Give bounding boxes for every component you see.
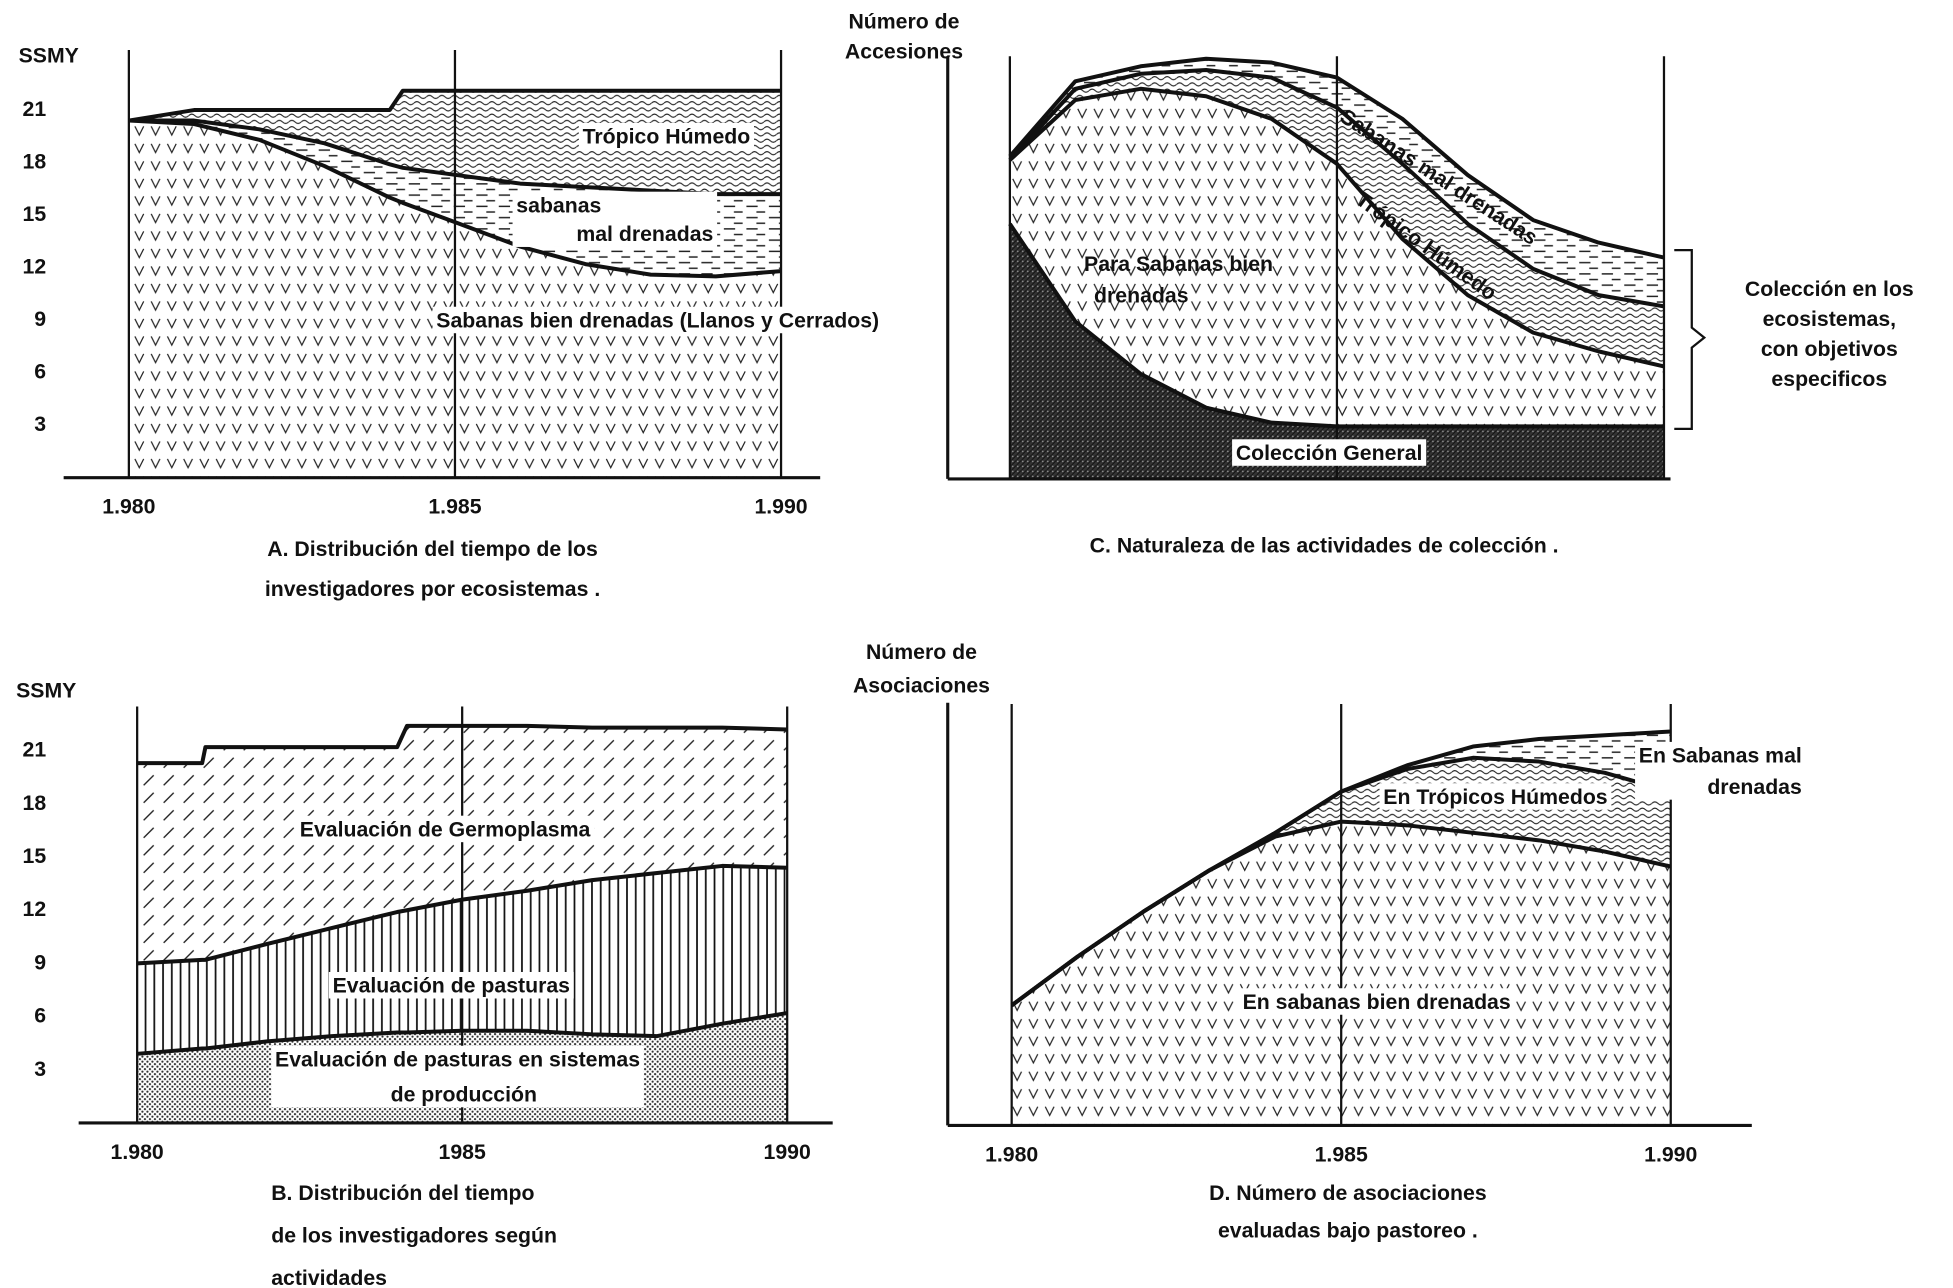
area [1009,223,1664,479]
x-tick-label: 1.980 [102,494,155,518]
series-boundary [1008,86,1665,369]
x-tick-label: 1.990 [754,494,807,518]
y-tick-label: 3 [34,412,46,436]
label-background [578,122,755,150]
label-background [1238,988,1515,1015]
series-label: En sabanas bien drenadas [1243,989,1511,1013]
label-background [1379,783,1612,810]
area [1011,757,1671,1006]
label-background [1635,741,1806,800]
y-tick-label: 15 [22,844,46,868]
y-tick-label: 15 [22,202,46,226]
series-label: Colección General [1236,441,1423,465]
y-tick-label: 21 [22,737,46,761]
y-tick-label: 18 [22,791,46,815]
series-boundary [136,1011,788,1056]
series-boundary [1008,56,1665,260]
y-axis-label: Número de Asociaciones [853,639,990,697]
y-tick-label: 9 [34,307,46,331]
chart-caption: A. Distribución del tiempo de los investi… [265,537,600,601]
label-background [432,306,883,334]
x-tick-label: 1.985 [1315,1142,1368,1166]
x-tick-label: 1.990 [1644,1142,1697,1166]
chart-caption: D. Número de asociaciones evaluadas bajo … [1209,1181,1487,1243]
series-boundary [128,88,782,123]
label-background [271,1045,644,1108]
annotation: Colección en los ecosistemas, con objetivo… [1745,277,1914,391]
series-label: En Trópicos Húmedos [1383,784,1607,808]
y-tick-label: 12 [22,254,46,278]
x-tick-label: 1.980 [985,1142,1038,1166]
y-axis-label: Número de Accesiones [845,9,963,63]
x-tick-label: 1990 [764,1140,811,1164]
y-axis-label: SSMY [16,678,76,702]
x-tick-label: 1985 [439,1140,486,1164]
series-boundary [128,118,782,279]
label-background [1232,439,1427,466]
label-background [328,971,574,999]
chart-caption: C. Naturaleza de las actividades de cole… [1090,533,1559,557]
y-tick-label: 18 [22,149,46,173]
series-label: Evaluación de Germoplasma [300,817,591,841]
y-tick-label: 6 [34,359,46,383]
x-tick-label: 1.985 [428,494,481,518]
y-tick-label: 3 [34,1056,46,1080]
series-boundary [128,118,782,197]
series-label: Evaluación de pasturas [333,973,570,997]
bracket [1674,248,1707,431]
y-tick-label: 9 [34,950,46,974]
label-background [512,191,718,247]
y-tick-label: 21 [22,97,46,121]
series-boundary [1010,729,1671,1007]
series-label: Para Sabanas bien drenadas [1084,252,1273,307]
series-boundary [1008,222,1664,429]
series-label: Sabanas bien drenadas (Llanos y Cerrados… [436,308,879,332]
series-label: En Sabanas mal drenadas [1639,743,1802,798]
series-boundary [1008,68,1665,309]
chart-caption: B. Distribución del tiempo de los investi… [271,1181,557,1288]
series-label: sabanas mal drenadas [516,193,713,246]
plot-lines [63,50,1752,1127]
series-boundary [137,863,788,966]
area [1011,731,1671,1006]
series-label: Trópico Húmedo [583,124,751,148]
y-axis-label: SSMY [19,43,79,67]
series-boundary [137,723,788,766]
label-background [296,815,595,843]
series-label: Evaluación de pasturas en sistemas de pro… [275,1047,640,1106]
y-tick-label: 12 [22,897,46,921]
area [1009,70,1664,367]
y-tick-label: 6 [34,1003,46,1027]
x-tick-label: 1.980 [111,1140,164,1164]
